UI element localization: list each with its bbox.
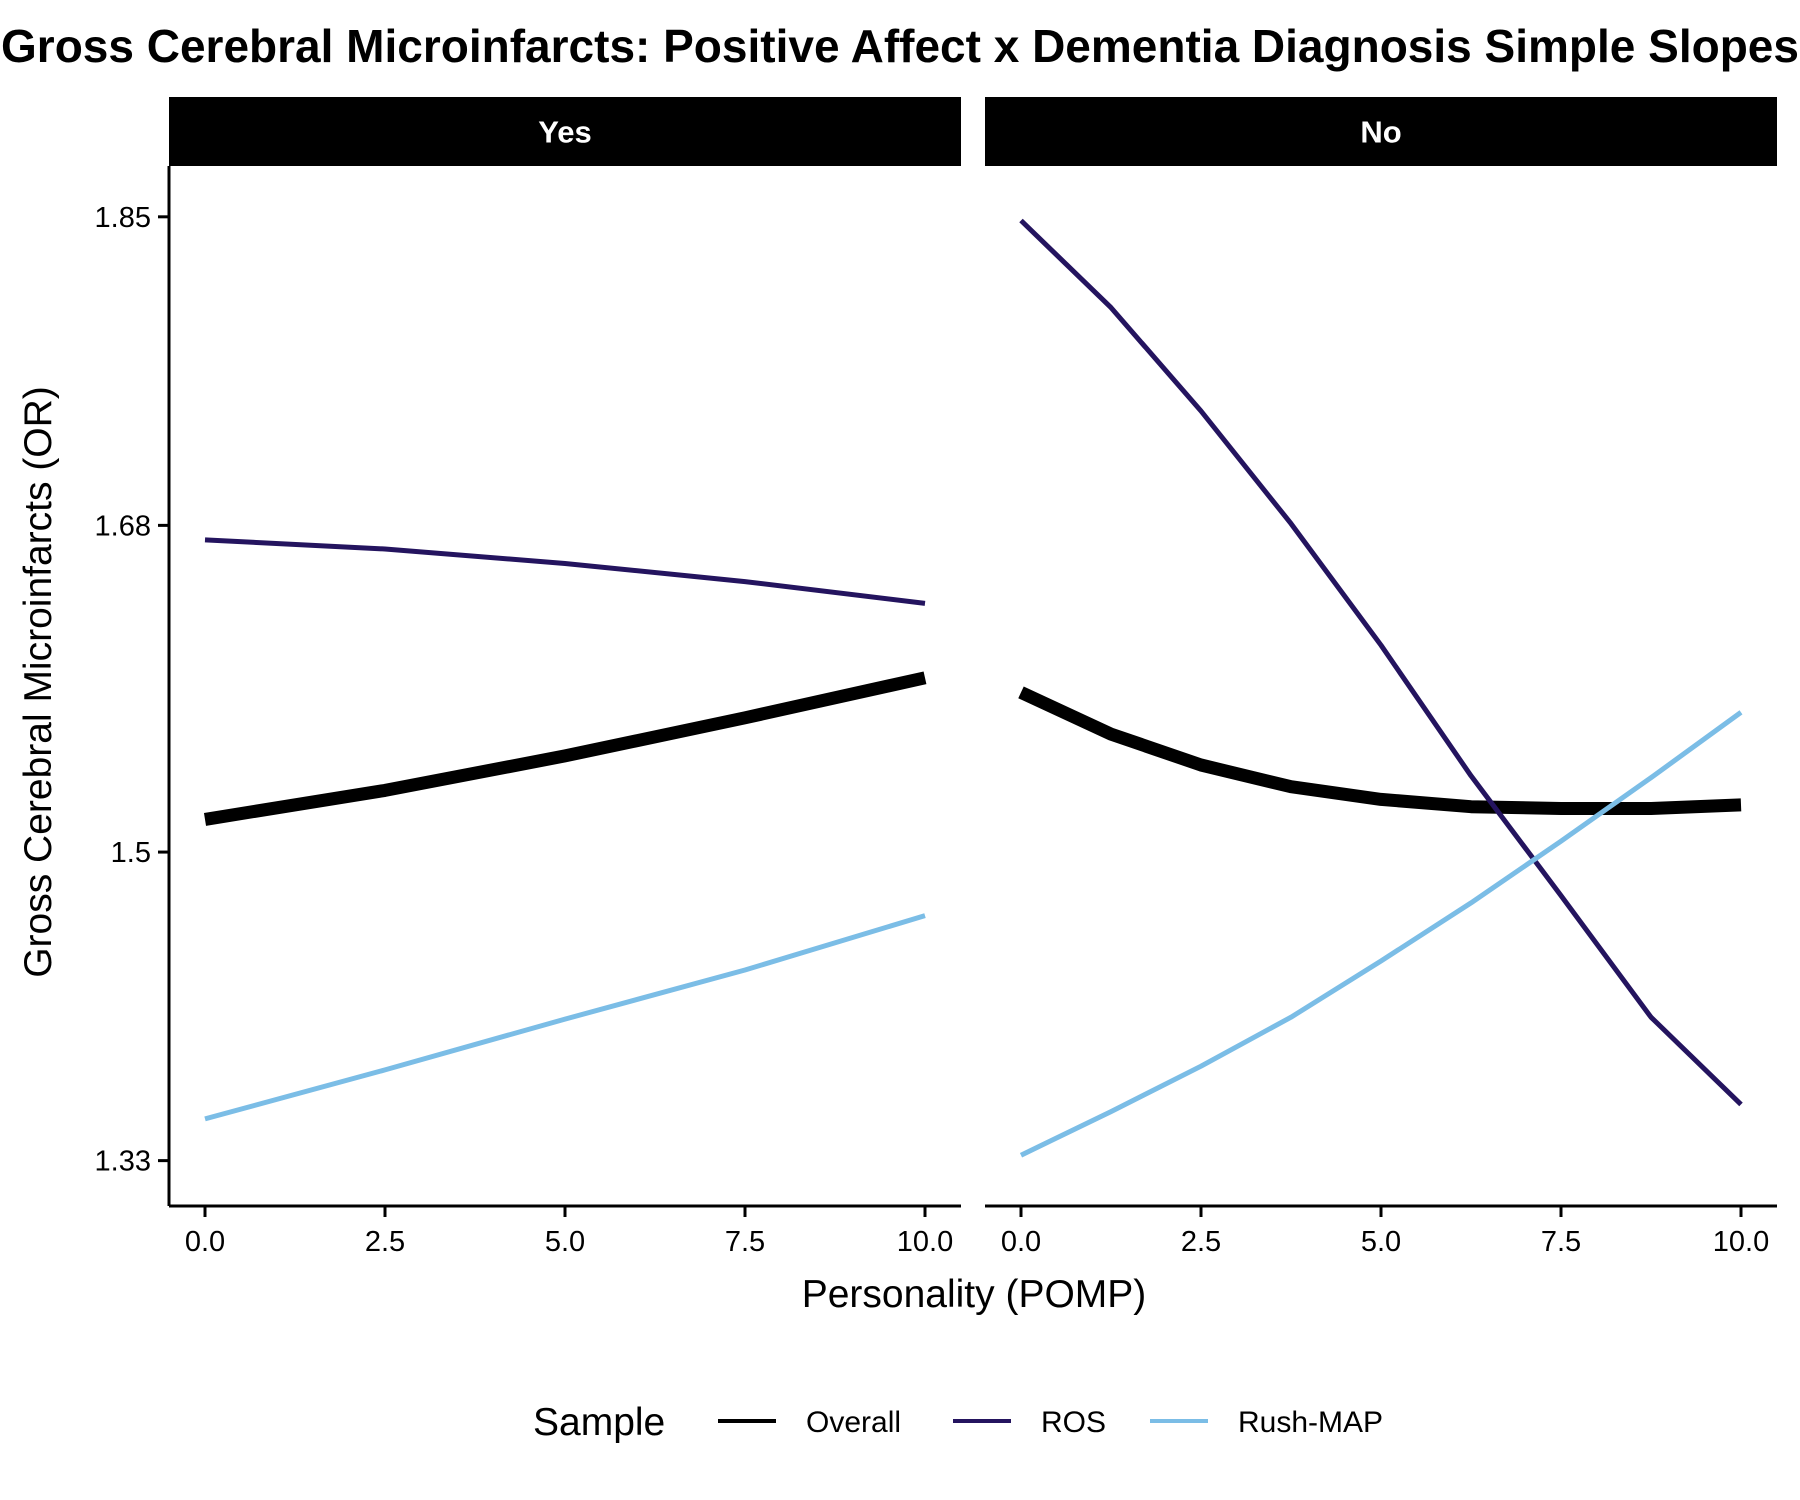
- x-tick-label-no-1: 2.5: [1181, 1226, 1221, 1258]
- line-no-overall: [1018, 686, 1742, 815]
- x-tick-label-yes-2: 5.0: [545, 1226, 585, 1258]
- x-tick-label-yes-3: 7.5: [725, 1226, 765, 1258]
- y-axis-title: Gross Cerebral Microinfarcts (OR): [17, 386, 60, 978]
- line-yes-rush-map: [204, 913, 926, 1122]
- line-no-rush-map: [1019, 710, 1743, 1158]
- x-tick-label-no-0: 0.0: [1001, 1226, 1041, 1258]
- x-axes: 0.0 2.5 5.0 7.5 10.0 0.0 2.5 5.0 7.5 10.0: [169, 1204, 1777, 1258]
- legend: Sample Overall ROS Rush-MAP: [533, 1401, 1383, 1444]
- y-axis: 1.33 1.5 1.68 1.85: [95, 166, 171, 1206]
- line-no-ros: [1019, 218, 1743, 1107]
- legend-title: Sample: [533, 1401, 665, 1444]
- x-axis-title: Personality (POMP): [802, 1273, 1147, 1316]
- y-tick-label-0: 1.33: [95, 1146, 151, 1178]
- x-tick-label-no-3: 7.5: [1541, 1226, 1581, 1258]
- y-tick-label-1: 1.5: [111, 837, 151, 869]
- x-tick-label-no-2: 5.0: [1361, 1226, 1401, 1258]
- legend-label-overall: Overall: [806, 1406, 901, 1439]
- strip-no: [985, 97, 1777, 166]
- x-tick-label-no-4: 10.0: [1713, 1226, 1769, 1258]
- x-tick-label-yes-4: 10.0: [897, 1226, 953, 1258]
- chart-title: Gross Cerebral Microinfarcts: Positive A…: [1, 20, 1799, 72]
- strip-label-yes: Yes: [538, 115, 591, 150]
- legend-label-rush-map: Rush-MAP: [1238, 1406, 1383, 1439]
- y-tick-label-2: 1.68: [95, 510, 151, 542]
- legend-label-ros: ROS: [1041, 1406, 1106, 1439]
- panels: Yes No: [169, 97, 1777, 1158]
- line-yes-overall: [203, 671, 927, 826]
- y-tick-label-3: 1.85: [95, 202, 151, 234]
- line-yes-ros: [204, 537, 926, 606]
- x-tick-label-yes-0: 0.0: [185, 1226, 225, 1258]
- strip-label-no: No: [1360, 115, 1401, 150]
- strip-yes: [169, 97, 961, 166]
- x-tick-label-yes-1: 2.5: [365, 1226, 405, 1258]
